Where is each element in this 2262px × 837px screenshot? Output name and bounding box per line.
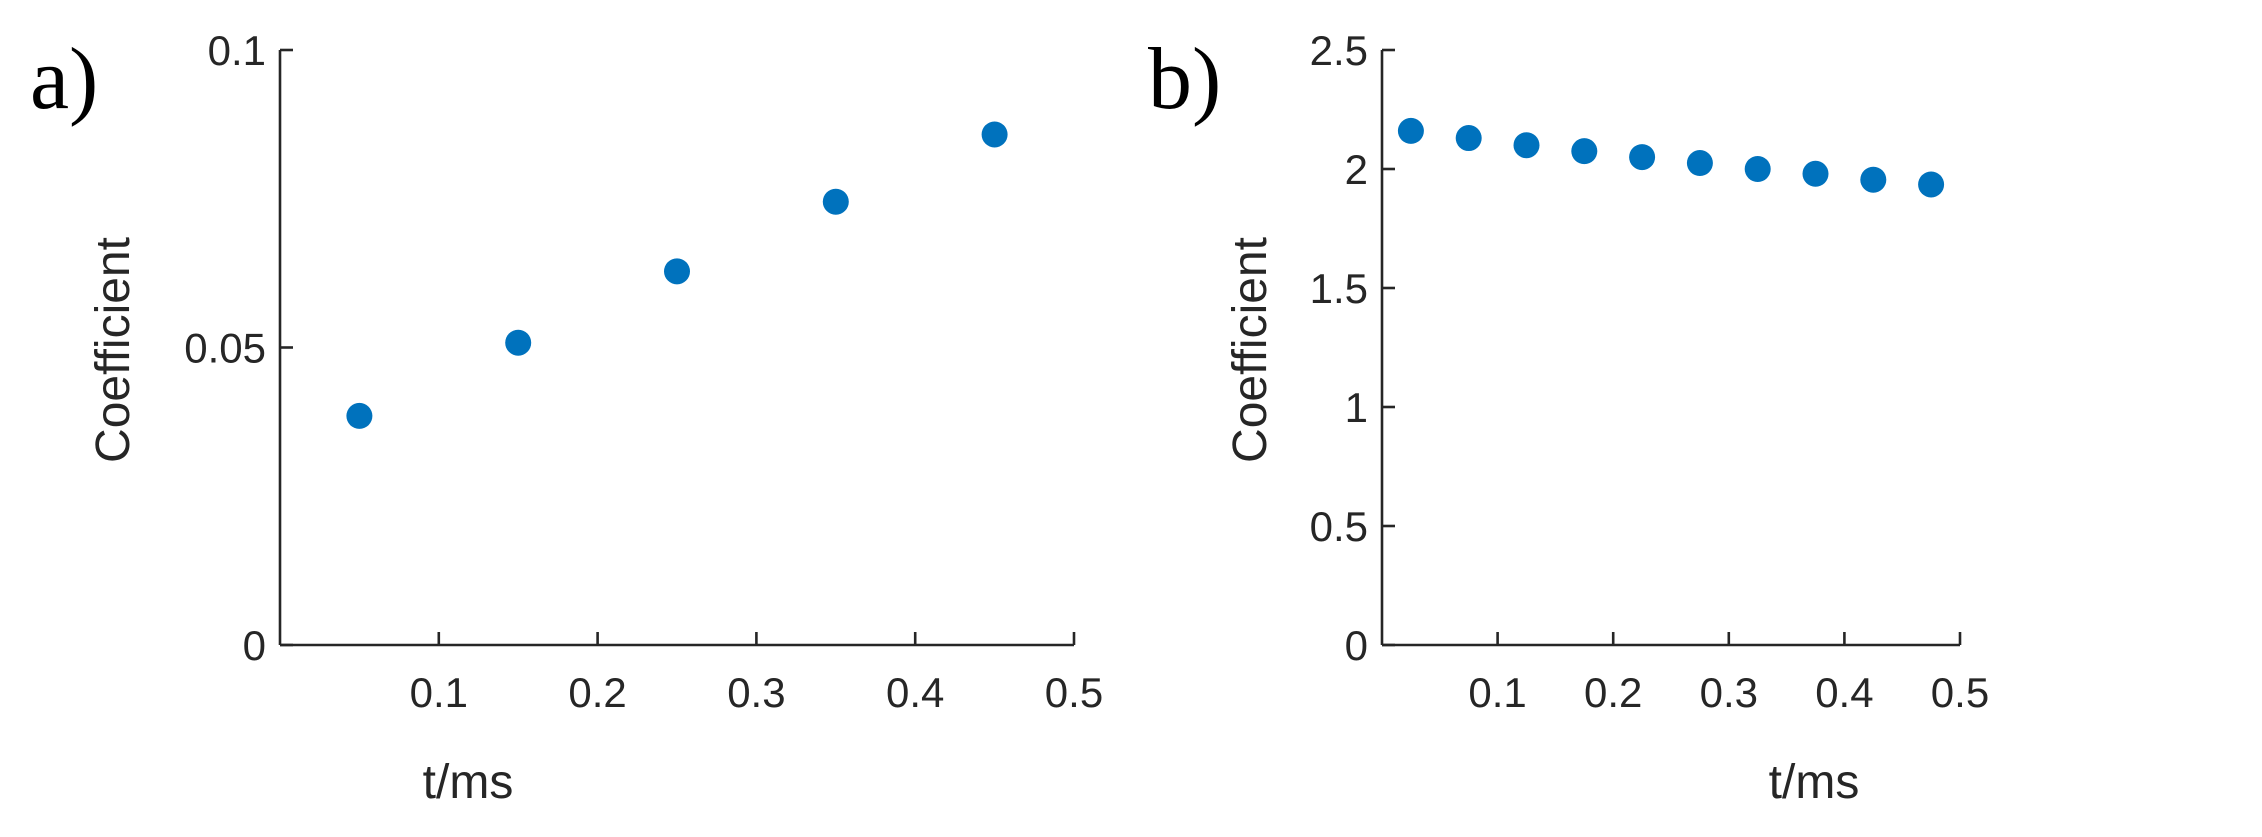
panel-a-ytick-label: 0.05 [184,325,266,372]
panel-b-ytick-label: 1 [1345,384,1368,431]
panel-b-xtick-label: 0.5 [1931,669,1989,716]
panel-a-ytick-label: 0.1 [208,27,266,74]
panel-b-data-point [1397,117,1424,144]
panel-a-data-point [822,188,849,215]
panel-b-data-point [1571,138,1598,165]
panel-a-label: a) [30,31,98,128]
panel-b-ytick-label: 2.5 [1310,27,1368,74]
panel-b-data-point [1802,160,1829,187]
panel-a-xtick-label: 0.5 [1045,669,1103,716]
panel-a-marks: 0 0.05 0.1 0.1 0.2 0.3 0.4 0.5 [184,27,1103,716]
panel-b-ytick-label: 0 [1345,622,1368,669]
panel-a-xtick-label: 0.4 [886,669,944,716]
panel-b-data-point [1744,156,1771,182]
panel-a: a) 0 0.05 0.1 0.1 0.2 0.3 0.4 0.5 Coefficient t… [30,27,1103,809]
panel-b-ylabel: Coefficient [1224,237,1277,463]
panel-b-data-point [1629,144,1656,171]
panel-b-ytick-label: 0.5 [1310,503,1368,550]
panel-b-xlabel: t/ms [1769,756,1860,809]
panel-a-xtick-label: 0.3 [727,669,785,716]
panel-b-xtick-label: 0.1 [1468,669,1526,716]
panel-a-ytick-label: 0 [243,622,266,669]
panel-b-data-point [1455,125,1482,152]
panel-a-xtick-label: 0.1 [410,669,468,716]
panel-b-xtick-label: 0.4 [1815,669,1873,716]
panel-b-xtick-label: 0.2 [1584,669,1642,716]
panel-b-label: b) [1148,31,1221,128]
panel-b-ytick-label: 1.5 [1310,265,1368,312]
panel-b-data-point [1686,150,1713,177]
panel-b-data-point [1860,166,1887,193]
panel-a-data-point [664,258,690,285]
panel-b-data-point [1918,171,1945,198]
panel-a-xtick-label: 0.2 [568,669,626,716]
panel-b-ytick-label: 2 [1345,146,1368,193]
panel-a-xlabel: t/ms [423,756,514,809]
panel-b: b) 0 0.5 1 1.5 2 2.5 0.1 0.2 0.3 0.4 0.5 Coefficie… [1148,27,1989,809]
panel-a-data-point [981,121,1008,148]
panel-a-ylabel: Coefficient [87,237,140,463]
panel-b-marks: 0 0.5 1 1.5 2 2.5 0.1 0.2 0.3 0.4 0.5 [1310,27,1990,716]
panel-a-data-point [346,402,373,429]
panel-b-xtick-label: 0.3 [1700,669,1758,716]
panel-a-data-point [505,329,532,356]
panel-b-data-point [1513,132,1540,159]
